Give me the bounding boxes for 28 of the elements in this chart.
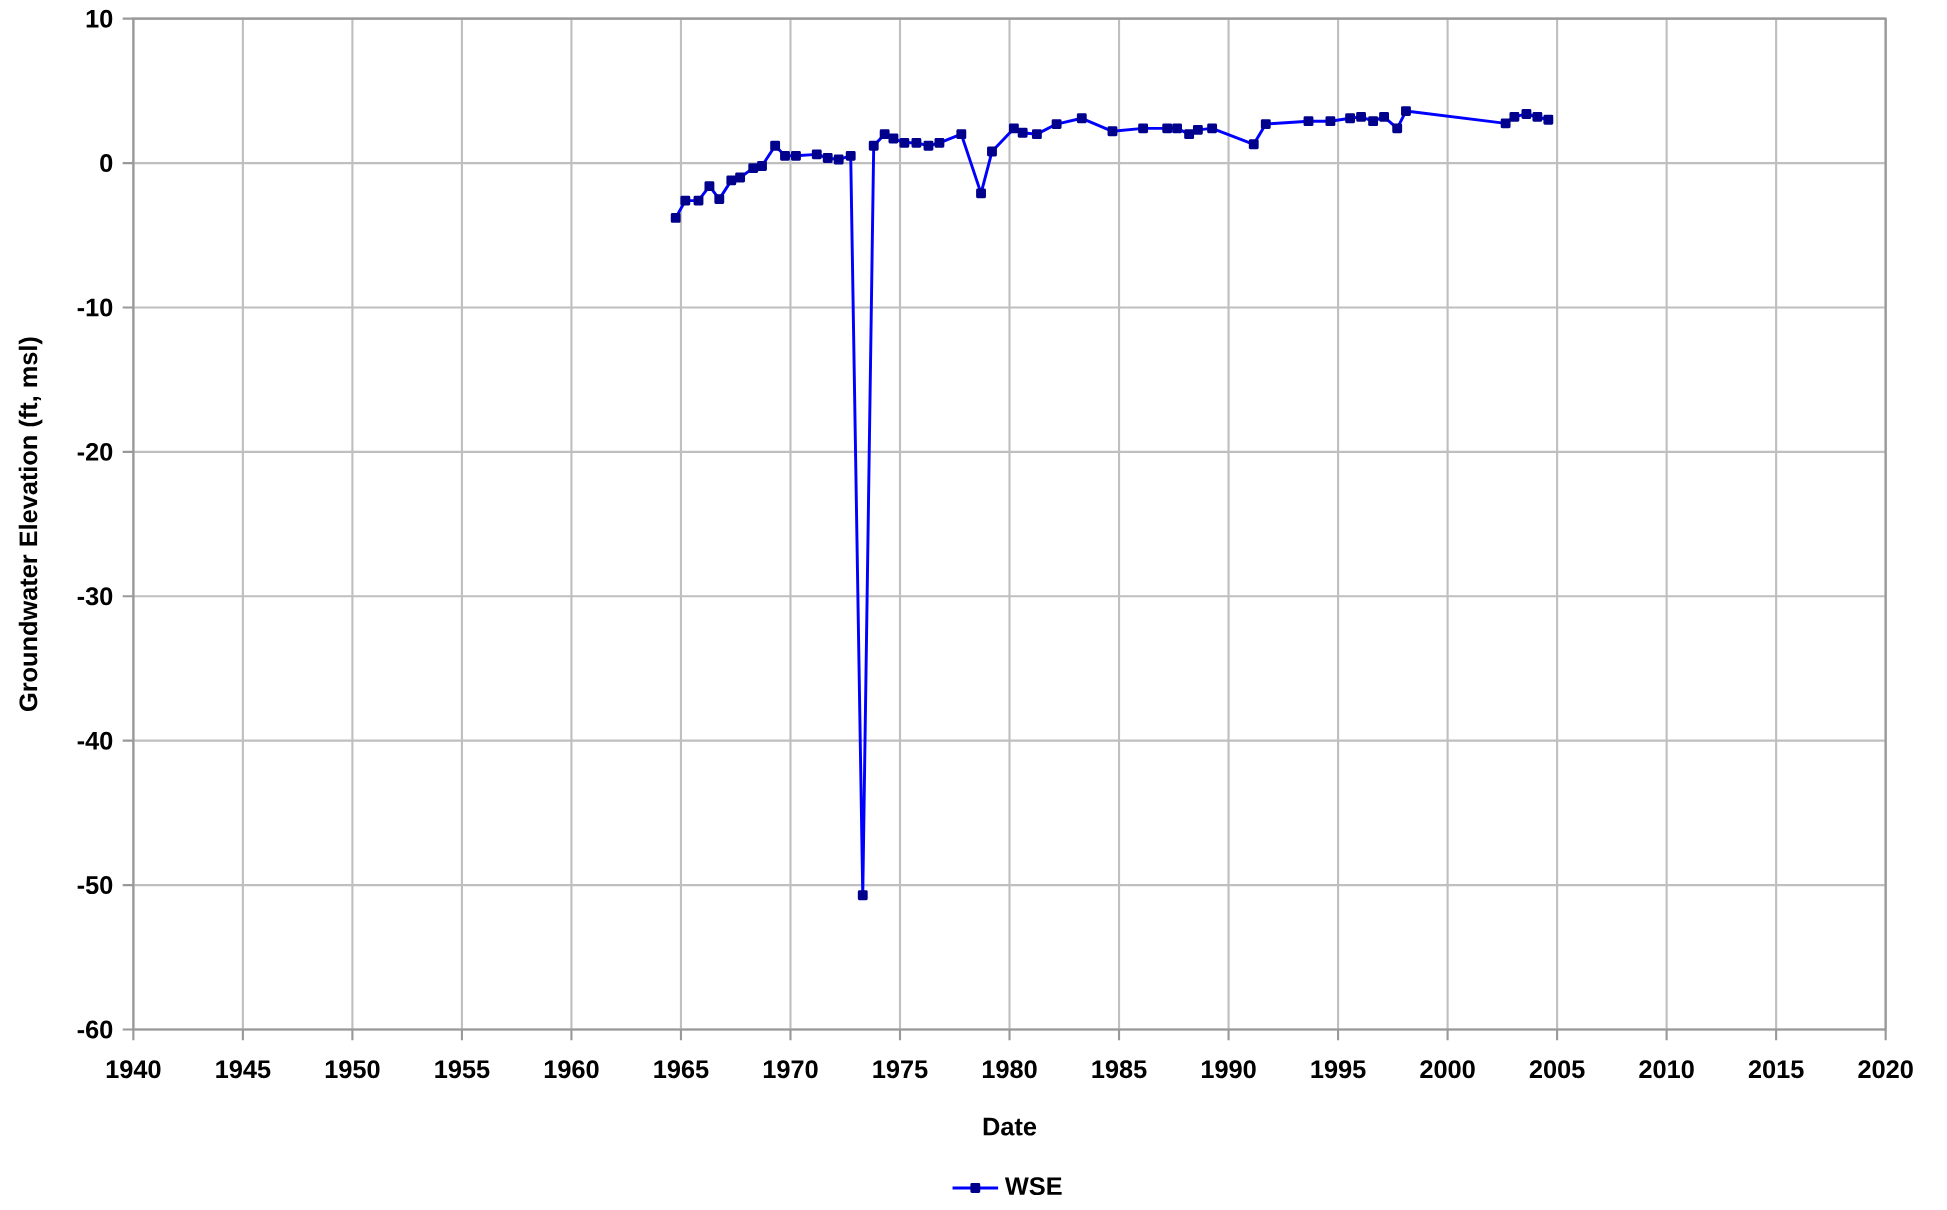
x-tick-label: 1995	[1311, 1060, 1366, 1079]
x-tick-label: 2015	[1748, 1060, 1804, 1079]
x-tick-label: 1985	[1092, 1060, 1147, 1079]
x-tick-label: 1945	[216, 1060, 271, 1079]
x-axis-title: Date	[983, 1118, 1037, 1136]
x-tick-label: 1960	[544, 1060, 599, 1079]
y-tick-label: -50	[77, 876, 113, 895]
x-tick-label: 1975	[873, 1060, 928, 1079]
x-tick-label: 2005	[1529, 1060, 1585, 1079]
x-tick-label: 2000	[1420, 1060, 1475, 1079]
x-tick-label: 1955	[435, 1060, 490, 1079]
x-tick-label: 1965	[654, 1060, 709, 1079]
legend-label: WSE	[1004, 1177, 1062, 1196]
y-tick-label: -30	[77, 587, 113, 606]
y-axis-title: Groundwater Elevation (ft, msl)	[18, 337, 43, 712]
y-tick-label: 10	[86, 9, 113, 28]
y-tick-label: -60	[77, 1020, 113, 1039]
x-tick-label: 1990	[1201, 1060, 1256, 1079]
x-tick-label: 1980	[982, 1060, 1037, 1079]
y-tick-label: -20	[77, 443, 113, 462]
x-tick-label: 2010	[1639, 1060, 1694, 1079]
x-tick-label: 1940	[106, 1060, 161, 1079]
x-tick-label: 1970	[763, 1060, 818, 1079]
y-tick-label: -40	[77, 731, 113, 750]
x-tick-label: 2020	[1858, 1060, 1913, 1079]
x-tick-label: 1950	[325, 1060, 380, 1079]
y-tick-label: 0	[100, 154, 113, 173]
y-tick-label: -10	[77, 298, 113, 317]
